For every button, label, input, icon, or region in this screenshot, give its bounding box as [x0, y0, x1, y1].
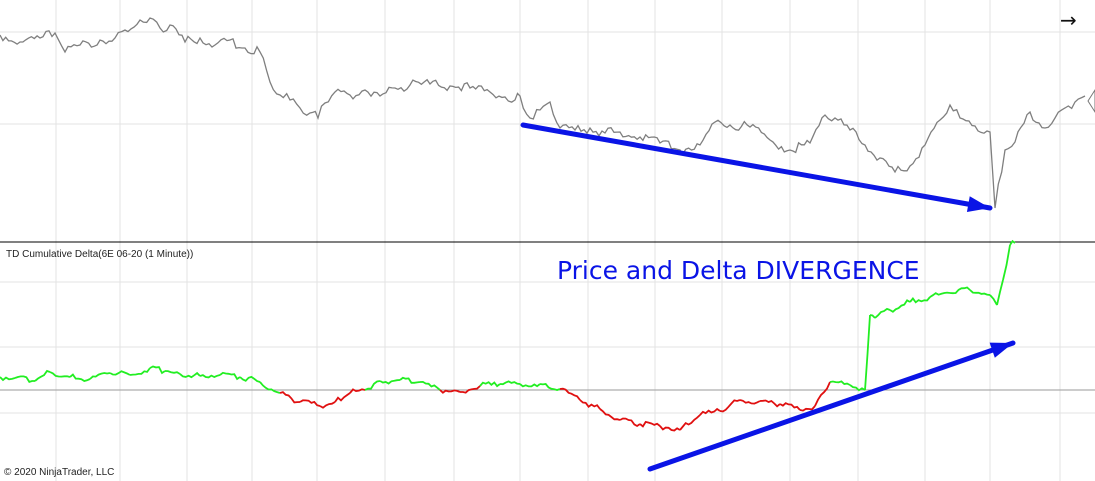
- delta-segment: [849, 384, 866, 392]
- delta-segment: [89, 372, 111, 380]
- price-marker-icon: [1087, 89, 1095, 113]
- delta-series-line: [0, 239, 1016, 432]
- delta-segment: [109, 370, 131, 376]
- delta-segment: [929, 291, 951, 298]
- delta-trend-arrowhead: [989, 342, 1013, 358]
- delta-segment: [909, 296, 931, 304]
- delta-segment: [869, 314, 876, 319]
- delta-segment: [14, 375, 35, 383]
- delta-segment: [479, 381, 501, 388]
- delta-segment: [219, 371, 241, 381]
- delta-segment: [639, 420, 661, 428]
- delta-segment: [1002, 244, 1011, 281]
- delta-segment: [659, 425, 681, 432]
- delta-segment: [319, 401, 336, 409]
- delta-segment: [399, 376, 421, 384]
- delta-segment: [699, 407, 721, 416]
- delta-segment: [149, 365, 166, 375]
- delta-segment: [460, 385, 481, 394]
- delta-segment: [539, 383, 561, 391]
- delta-segment: [579, 399, 601, 410]
- delta-segment: [719, 399, 741, 413]
- price-series-line: [0, 17, 1086, 209]
- delta-segment: [739, 399, 761, 405]
- delta-segment: [874, 307, 891, 319]
- delta-segment: [996, 279, 1004, 306]
- delta-segment: [239, 375, 261, 383]
- divergence-annotation: Price and Delta DIVERGENCE: [557, 256, 920, 285]
- scroll-right-arrow-icon[interactable]: →: [1060, 8, 1077, 32]
- delta-segment: [969, 289, 991, 296]
- delta-segment: [559, 387, 581, 401]
- delta-segment: [299, 399, 321, 407]
- delta-segment: [164, 370, 181, 375]
- delta-segment: [814, 381, 831, 407]
- delta-segment: [989, 294, 998, 306]
- delta-segment: [889, 299, 911, 313]
- delta-segment: [439, 389, 461, 394]
- delta-segment: [69, 373, 91, 382]
- copyright-text: © 2020 NinjaTrader, LLC: [4, 467, 114, 478]
- delta-segment: [619, 417, 641, 428]
- delta-segment: [779, 402, 801, 411]
- annotation-arrows: [520, 122, 1016, 472]
- delta-segment: [0, 376, 16, 382]
- delta-segment: [599, 408, 621, 421]
- delta-segment: [1009, 239, 1016, 246]
- delta-segment: [419, 380, 441, 391]
- delta-segment: [334, 392, 351, 403]
- delta-segment: [49, 371, 71, 378]
- delta-segment: [364, 380, 381, 391]
- delta-segment: [829, 380, 851, 386]
- delta-segment: [279, 391, 301, 404]
- delta-segment: [34, 369, 51, 382]
- delta-segment: [379, 379, 401, 385]
- delta-segment: [499, 380, 521, 386]
- delta-segment: [949, 286, 971, 295]
- delta-segment: [199, 374, 221, 379]
- price-trend-arrow: [520, 122, 993, 211]
- delta-segment: [519, 383, 541, 388]
- delta-segment: [679, 414, 701, 431]
- delta-segment: [864, 314, 871, 391]
- delta-trend-arrow: [647, 340, 1016, 472]
- price-trend-arrowhead: [966, 196, 990, 213]
- delta-segment: [799, 405, 816, 412]
- delta-pane-title: TD Cumulative Delta(6E 06-20 (1 Minute)): [6, 249, 193, 260]
- delta-segment: [259, 381, 281, 394]
- delta-segment: [179, 371, 201, 379]
- delta-segment: [759, 399, 781, 408]
- delta-segment: [129, 367, 151, 376]
- delta-segment: [349, 388, 366, 394]
